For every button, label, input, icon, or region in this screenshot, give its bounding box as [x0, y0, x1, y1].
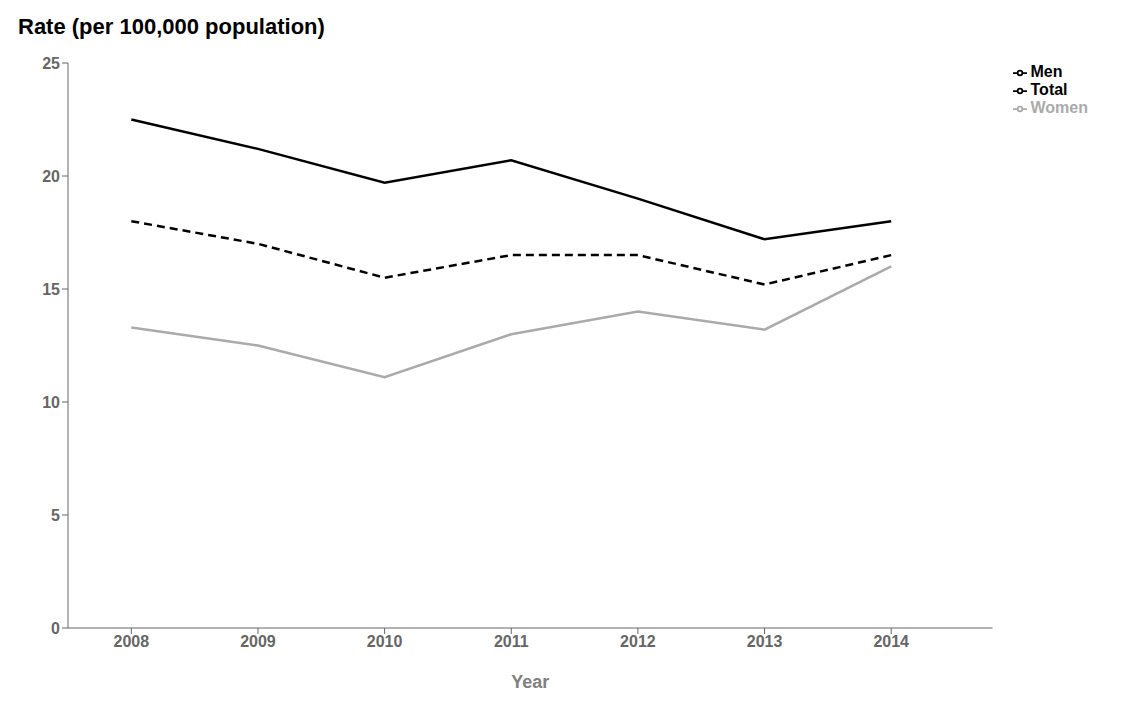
svg-text:10: 10	[42, 394, 60, 411]
html-text:Men: Men	[1030, 63, 1063, 80]
svg-text:2012: 2012	[620, 633, 656, 650]
svg-text:2013: 2013	[747, 633, 783, 650]
svg-text:2011: 2011	[494, 633, 529, 650]
html-text:Rate (per 100,000 population): Rate (per 100,000 population)	[18, 14, 325, 39]
svg-text:15: 15	[42, 281, 60, 298]
svg-text:25: 25	[42, 55, 60, 72]
svg-text:2014: 2014	[873, 633, 909, 650]
svg-text:5: 5	[51, 507, 60, 524]
html-text:Total: Total	[1030, 81, 1068, 98]
svg-text:2010: 2010	[367, 633, 403, 650]
svg-text:Year: Year	[511, 672, 549, 692]
html-text:Women: Women	[1030, 99, 1088, 116]
svg-text:2009: 2009	[240, 633, 276, 650]
svg-text:0: 0	[51, 620, 60, 637]
svg-text:2008: 2008	[114, 633, 150, 650]
svg-text:20: 20	[42, 168, 60, 185]
